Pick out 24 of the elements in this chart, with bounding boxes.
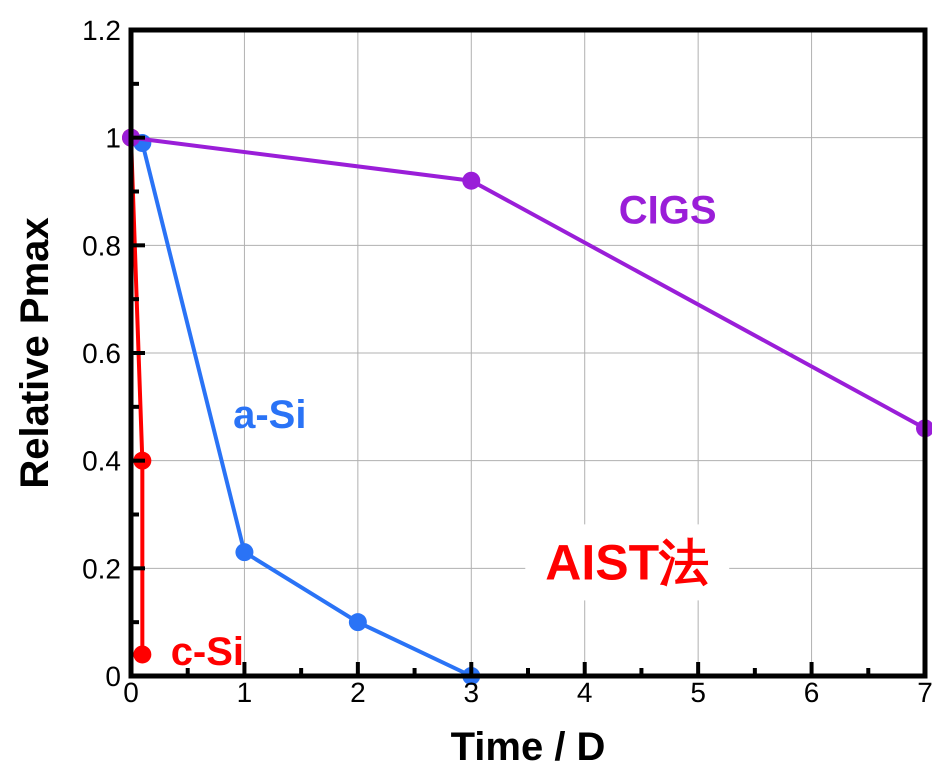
y-tick-label: 1.2: [82, 15, 121, 46]
y-tick-label: 1: [105, 122, 121, 154]
series-label: CIGS: [618, 188, 717, 233]
x-tick-label: 2: [350, 677, 366, 708]
x-axis-title: Time / D: [450, 725, 606, 768]
y-tick-label: 0.2: [82, 553, 121, 584]
point: [462, 172, 480, 190]
point: [348, 613, 367, 632]
annotation: AIST法: [545, 534, 710, 590]
x-tick-label: 7: [917, 677, 932, 708]
x-tick-label: 5: [690, 677, 706, 708]
x-tick-label: 6: [804, 677, 820, 708]
x-tick-label: 3: [463, 677, 480, 708]
annotation: AIST法: [525, 524, 730, 600]
x-tick-label: 1: [236, 677, 252, 708]
y-tick-label: 0.8: [82, 230, 121, 262]
point: [133, 645, 152, 664]
y-tick-label: 0.4: [82, 446, 121, 477]
y-axis-title: Relative Pmax: [13, 217, 57, 489]
series-label: c-Si: [170, 630, 244, 674]
series-label: a-Si: [233, 393, 306, 438]
point: [235, 543, 254, 562]
x-tick-label: 4: [576, 677, 593, 708]
y-tick-label: 0.6: [82, 338, 121, 369]
